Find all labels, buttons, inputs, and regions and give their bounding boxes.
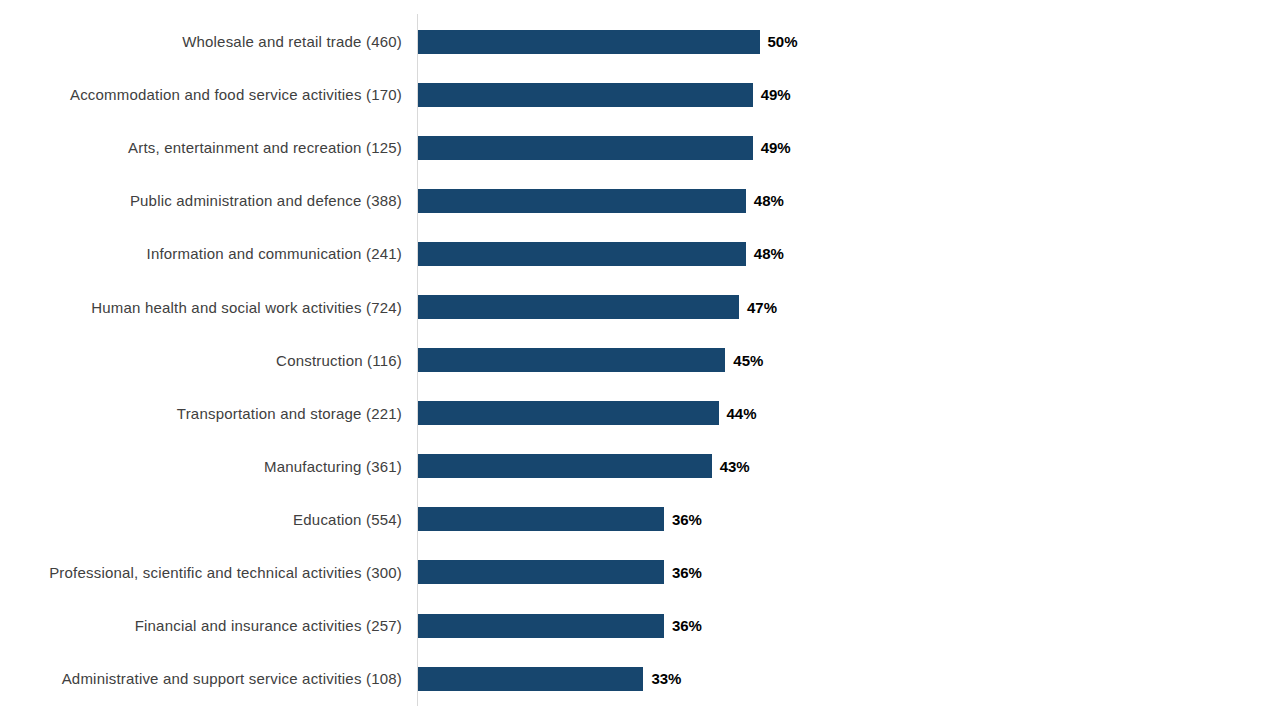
value-label: 44% xyxy=(727,405,757,422)
value-label: 43% xyxy=(720,458,750,475)
category-label: Financial and insurance activities (257) xyxy=(0,617,402,634)
chart-row: Professional, scientific and technical a… xyxy=(0,546,1280,599)
category-label: Administrative and support service activ… xyxy=(0,670,402,687)
bar-cell: 49% xyxy=(418,83,1280,107)
chart-row: Human health and social work activities … xyxy=(0,280,1280,333)
chart-row: Public administration and defence (388) … xyxy=(0,174,1280,227)
category-label: Accommodation and food service activitie… xyxy=(0,86,402,103)
bar xyxy=(418,348,725,372)
chart-row: Manufacturing (361) 43% xyxy=(0,440,1280,493)
bar-cell: 33% xyxy=(418,667,1280,691)
bar-cell: 36% xyxy=(418,507,1280,531)
bar xyxy=(418,295,739,319)
bar xyxy=(418,30,760,54)
bar-cell: 43% xyxy=(418,454,1280,478)
category-label: Education (554) xyxy=(0,511,402,528)
value-label: 49% xyxy=(761,139,791,156)
bar xyxy=(418,401,719,425)
category-label: Arts, entertainment and recreation (125) xyxy=(0,139,402,156)
bar-cell: 36% xyxy=(418,614,1280,638)
chart-row: Administrative and support service activ… xyxy=(0,652,1280,705)
chart-rows: Wholesale and retail trade (460) 50% Acc… xyxy=(0,15,1280,705)
chart-row: Information and communication (241) 48% xyxy=(0,227,1280,280)
bar-cell: 36% xyxy=(418,560,1280,584)
value-label: 50% xyxy=(768,33,798,50)
bar-cell: 49% xyxy=(418,136,1280,160)
chart-row: Accommodation and food service activitie… xyxy=(0,68,1280,121)
bar-cell: 44% xyxy=(418,401,1280,425)
category-label: Construction (116) xyxy=(0,352,402,369)
chart-row: Education (554) 36% xyxy=(0,493,1280,546)
category-label: Manufacturing (361) xyxy=(0,458,402,475)
bar xyxy=(418,560,664,584)
value-label: 48% xyxy=(754,245,784,262)
category-label: Information and communication (241) xyxy=(0,245,402,262)
bar xyxy=(418,614,664,638)
bar xyxy=(418,189,746,213)
bar-cell: 47% xyxy=(418,295,1280,319)
category-label: Transportation and storage (221) xyxy=(0,405,402,422)
chart-row: Financial and insurance activities (257)… xyxy=(0,599,1280,652)
category-label: Wholesale and retail trade (460) xyxy=(0,33,402,50)
category-label: Professional, scientific and technical a… xyxy=(0,564,402,581)
bar xyxy=(418,667,643,691)
value-label: 36% xyxy=(672,511,702,528)
bar-cell: 50% xyxy=(418,30,1280,54)
bar xyxy=(418,83,753,107)
bar xyxy=(418,136,753,160)
bar-cell: 45% xyxy=(418,348,1280,372)
category-label: Human health and social work activities … xyxy=(0,299,402,316)
value-label: 49% xyxy=(761,86,791,103)
category-axis-line xyxy=(417,14,418,706)
industry-bar-chart: Wholesale and retail trade (460) 50% Acc… xyxy=(0,15,1280,705)
value-label: 36% xyxy=(672,617,702,634)
category-label: Public administration and defence (388) xyxy=(0,192,402,209)
value-label: 36% xyxy=(672,564,702,581)
chart-row: Arts, entertainment and recreation (125)… xyxy=(0,121,1280,174)
value-label: 48% xyxy=(754,192,784,209)
bar xyxy=(418,242,746,266)
bar-cell: 48% xyxy=(418,242,1280,266)
bar xyxy=(418,507,664,531)
bar-cell: 48% xyxy=(418,189,1280,213)
value-label: 45% xyxy=(733,352,763,369)
bar xyxy=(418,454,712,478)
chart-row: Wholesale and retail trade (460) 50% xyxy=(0,15,1280,68)
chart-row: Construction (116) 45% xyxy=(0,334,1280,387)
value-label: 47% xyxy=(747,299,777,316)
chart-row: Transportation and storage (221) 44% xyxy=(0,387,1280,440)
value-label: 33% xyxy=(651,670,681,687)
